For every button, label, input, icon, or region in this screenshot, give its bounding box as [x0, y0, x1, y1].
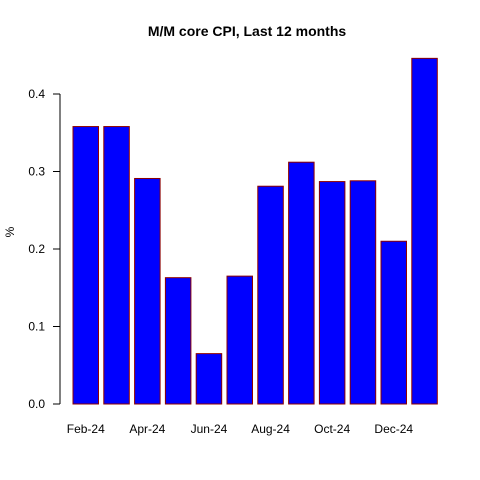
- x-tick-label: Dec-24: [374, 422, 413, 436]
- y-axis-ticks: 0.0 0.1 0.2 0.3 0.4: [28, 87, 60, 411]
- bar-apr-24: [134, 177, 161, 405]
- bar-sep-24: [288, 161, 315, 405]
- bar-feb-24: [72, 126, 99, 405]
- bar-jun-24: [195, 353, 223, 405]
- x-tick-label: Apr-24: [129, 422, 165, 436]
- bar-nov-24: [349, 180, 377, 405]
- bar-mar-24: [103, 126, 130, 405]
- bar-jan-25: [411, 57, 438, 405]
- y-tick-label: 0.0: [28, 397, 45, 411]
- y-tick-label: 0.3: [28, 165, 45, 179]
- x-tick-label: Jun-24: [191, 422, 228, 436]
- bar-jul-24: [226, 275, 253, 405]
- y-tick-label: 0.1: [28, 320, 45, 334]
- bar-dec-24: [380, 240, 407, 405]
- y-axis-label: %: [3, 226, 17, 237]
- x-axis-labels: Feb-24 Apr-24 Jun-24 Aug-24 Oct-24 Dec-24: [67, 422, 414, 436]
- bar-oct-24: [318, 181, 346, 405]
- x-tick-label: Oct-24: [314, 422, 350, 436]
- y-tick-label: 0.4: [28, 87, 45, 101]
- y-tick-label: 0.2: [28, 242, 45, 256]
- bars: [72, 57, 438, 405]
- chart-title: M/M core CPI, Last 12 months: [148, 23, 347, 39]
- x-tick-label: Feb-24: [67, 422, 105, 436]
- x-tick-label: Aug-24: [251, 422, 290, 436]
- bar-may-24: [164, 277, 192, 405]
- bar-aug-24: [257, 185, 284, 405]
